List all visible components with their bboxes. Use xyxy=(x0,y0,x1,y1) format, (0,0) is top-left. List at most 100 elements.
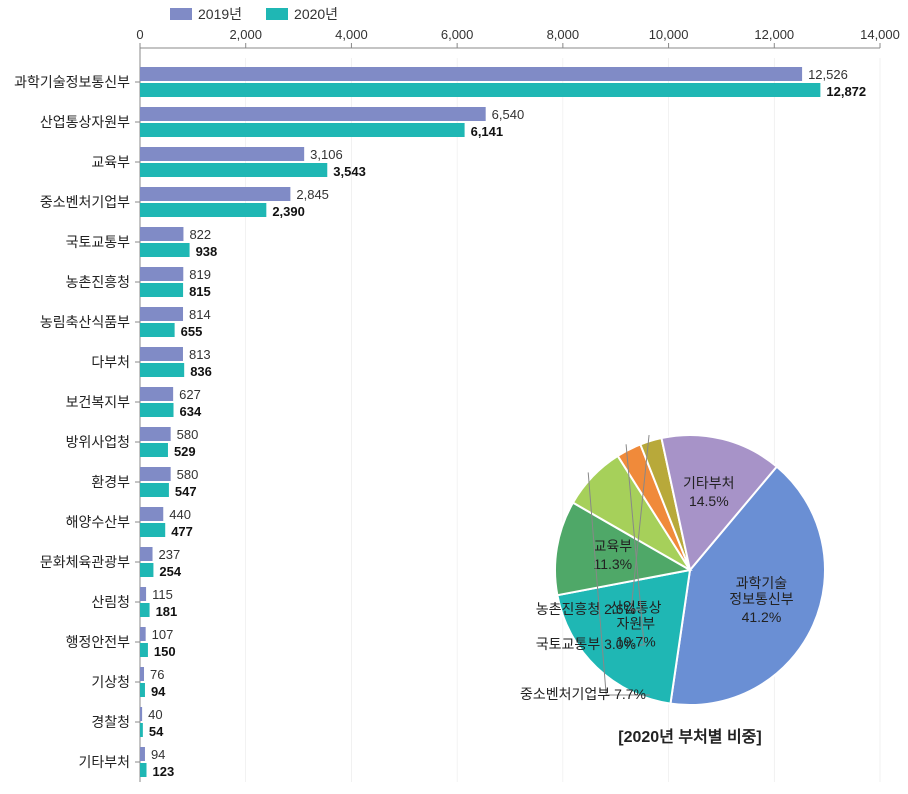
legend-swatch xyxy=(266,8,288,20)
value-label-2020: 3,543 xyxy=(333,164,366,179)
bar-2019 xyxy=(140,307,183,321)
value-label-2019: 440 xyxy=(169,507,191,522)
value-label-2020: 655 xyxy=(181,324,203,339)
legend-label: 2019년 xyxy=(198,4,242,24)
pie-callout-label: 중소벤처기업부 7.7% xyxy=(520,686,646,702)
value-label-2020: 150 xyxy=(154,644,176,659)
bar-2019 xyxy=(140,227,183,241)
row-label: 농촌진흥청 xyxy=(66,274,130,290)
value-label-2019: 580 xyxy=(177,427,199,442)
bar-2019 xyxy=(140,507,163,521)
value-label-2020: 477 xyxy=(171,524,193,539)
legend-item: 2019년 xyxy=(170,4,242,24)
x-axis-tick-label: 8,000 xyxy=(547,27,580,42)
x-axis-tick-label: 6,000 xyxy=(441,27,474,42)
bar-2019 xyxy=(140,747,145,761)
x-axis-tick-label: 2,000 xyxy=(229,27,262,42)
x-axis-tick-label: 10,000 xyxy=(649,27,689,42)
value-label-2020: 938 xyxy=(196,244,218,259)
row-label: 다부처 xyxy=(91,354,130,370)
bar-2019 xyxy=(140,387,173,401)
value-label-2019: 107 xyxy=(152,627,174,642)
x-axis-tick-label: 4,000 xyxy=(335,27,368,42)
pie-callout-label: 농촌진흥청 2.6% xyxy=(536,601,636,617)
row-label: 농림축산식품부 xyxy=(40,314,130,330)
bar-2020 xyxy=(140,483,169,497)
value-label-2020: 123 xyxy=(153,764,175,779)
legend: 2019년 2020년 xyxy=(170,4,362,25)
bar-2020 xyxy=(140,283,183,297)
bar-2019 xyxy=(140,147,304,161)
value-label-2019: 627 xyxy=(179,387,201,402)
bar-2019 xyxy=(140,427,171,441)
value-label-2020: 2,390 xyxy=(272,204,305,219)
chart-root: 2019년 2020년 0 2,000 4,000 6,000 8,000 10,000 12… xyxy=(0,0,908,793)
bar-2020 xyxy=(140,523,165,537)
value-label-2020: 254 xyxy=(159,564,181,579)
pie-callout-label: 국토교통부 3.0% xyxy=(536,636,636,652)
bar-2020 xyxy=(140,643,148,657)
value-label-2019: 12,526 xyxy=(808,67,848,82)
x-axis-tick-label: 12,000 xyxy=(754,27,794,42)
value-label-2019: 2,845 xyxy=(296,187,329,202)
value-label-2019: 76 xyxy=(150,667,164,682)
value-label-2019: 94 xyxy=(151,747,165,762)
value-label-2020: 547 xyxy=(175,484,197,499)
pie-chart: 과학기술정보통신부41.2%산업통상자원부19.7%교육부11.3%중소벤처기업… xyxy=(490,400,900,760)
row-label: 해양수산부 xyxy=(66,514,131,530)
value-label-2019: 237 xyxy=(159,547,181,562)
row-label: 기상청 xyxy=(91,674,130,690)
value-label-2019: 115 xyxy=(152,587,173,602)
legend-swatch xyxy=(170,8,192,20)
bar-2019 xyxy=(140,467,171,481)
value-label-2019: 814 xyxy=(189,307,211,322)
bar-2020 xyxy=(140,83,820,97)
bar-2019 xyxy=(140,347,183,361)
row-label: 기타부처 xyxy=(78,754,130,770)
bar-2020 xyxy=(140,163,327,177)
bar-2019 xyxy=(140,67,802,81)
row-label: 방위사업청 xyxy=(66,434,130,450)
bar-2019 xyxy=(140,587,146,601)
value-label-2020: 6,141 xyxy=(471,124,504,139)
row-label: 국토교통부 xyxy=(66,234,131,250)
legend-label: 2020년 xyxy=(294,4,338,24)
value-label-2019: 6,540 xyxy=(492,107,525,122)
row-label: 중소벤처기업부 xyxy=(40,194,130,210)
bar-2019 xyxy=(140,667,144,681)
bar-2019 xyxy=(140,187,290,201)
row-label: 산업통상자원부 xyxy=(40,114,130,130)
x-axis-tick-label: 0 xyxy=(136,27,143,42)
bar-2020 xyxy=(140,203,266,217)
bar-2020 xyxy=(140,403,174,417)
value-label-2020: 836 xyxy=(190,364,212,379)
value-label-2019: 3,106 xyxy=(310,147,343,162)
value-label-2020: 815 xyxy=(189,284,211,299)
value-label-2019: 813 xyxy=(189,347,211,362)
bar-2020 xyxy=(140,603,150,617)
row-label: 산림청 xyxy=(91,594,130,610)
bar-2020 xyxy=(140,363,184,377)
bar-2020 xyxy=(140,243,190,257)
row-label: 보건복지부 xyxy=(66,394,131,410)
value-label-2020: 529 xyxy=(174,444,196,459)
bar-2019 xyxy=(140,267,183,281)
value-label-2020: 54 xyxy=(149,724,164,739)
bar-2019 xyxy=(140,107,486,121)
legend-item: 2020년 xyxy=(266,4,338,24)
value-label-2020: 12,872 xyxy=(826,84,866,99)
bar-2020 xyxy=(140,683,145,697)
value-label-2019: 822 xyxy=(189,227,211,242)
bar-2020 xyxy=(140,723,143,737)
bar-2020 xyxy=(140,443,168,457)
row-label: 교육부 xyxy=(91,154,130,170)
value-label-2019: 580 xyxy=(177,467,199,482)
row-label: 과학기술정보통신부 xyxy=(14,74,130,90)
row-label: 문화체육관광부 xyxy=(40,554,130,570)
bar-2019 xyxy=(140,627,146,641)
bar-2020 xyxy=(140,763,147,777)
value-label-2019: 819 xyxy=(189,267,211,282)
bar-2020 xyxy=(140,323,175,337)
pie-chart-title: [2020년 부처별 비중] xyxy=(590,723,790,747)
x-axis-tick-label: 14,000 xyxy=(860,27,900,42)
